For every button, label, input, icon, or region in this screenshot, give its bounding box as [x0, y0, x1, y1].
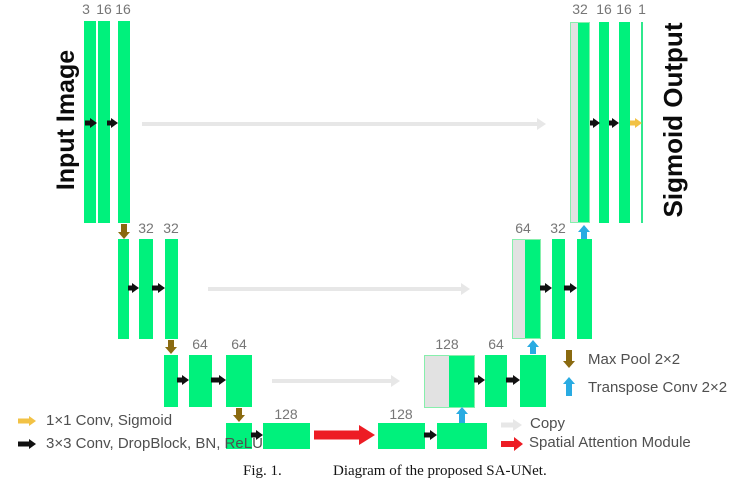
channel-count-label: 32	[163, 220, 179, 236]
legend-label: 3×3 Conv, DropBlock, BN, ReLU	[46, 435, 263, 452]
spatial-attention-arrow-icon	[314, 425, 375, 445]
input-image-label: Input Image	[51, 49, 80, 191]
conv-arrow-icon	[474, 374, 485, 386]
feature-map-bar	[599, 22, 609, 223]
feature-map-bar	[139, 239, 153, 339]
transpose-conv-arrow-icon	[456, 407, 468, 423]
transpose-conv-arrow-icon	[527, 340, 539, 354]
sigmoid-output-label: Sigmoid Output	[657, 22, 688, 218]
copied-feature-part	[425, 356, 449, 407]
legend-sigmoid-conv-arrow-icon	[18, 415, 36, 427]
sigmoid-conv-arrow-icon	[630, 117, 642, 129]
maxpool-arrow-icon	[118, 224, 130, 239]
copy-arrow-icon	[272, 375, 400, 387]
conv-arrow-icon	[564, 282, 577, 294]
channel-count-label: 32	[550, 220, 566, 236]
feature-map-bar	[226, 355, 252, 407]
legend-copy-arrow-icon	[501, 418, 522, 431]
legend-label: Copy	[530, 415, 566, 432]
legend-label: Transpose Conv 2×2	[588, 379, 728, 396]
legend-label: 1×1 Conv, Sigmoid	[46, 412, 173, 429]
feature-map-bar	[485, 355, 507, 407]
conv-arrow-icon	[85, 117, 97, 129]
channel-count-label: 16	[115, 1, 131, 17]
channel-count-label: 32	[572, 1, 588, 17]
feature-map-bar	[619, 22, 630, 223]
conv-arrow-icon	[424, 429, 437, 441]
conv-arrow-icon	[590, 117, 600, 129]
legend-spatial-attention-arrow-icon	[501, 437, 523, 451]
channel-count-label: 16	[616, 1, 632, 17]
conv-arrow-icon	[211, 374, 226, 386]
figure-caption-number: Fig. 1.	[243, 463, 282, 479]
channel-count-label: 16	[96, 1, 112, 17]
feature-map-bar	[437, 423, 487, 449]
legend-label: Max Pool 2×2	[588, 351, 681, 368]
legend-maxpool-arrow-icon	[562, 350, 575, 368]
channel-count-label: 64	[488, 336, 504, 352]
maxpool-arrow-icon	[165, 340, 177, 354]
conv-arrow-icon	[128, 282, 139, 294]
conv-feature-part	[449, 356, 474, 407]
channel-count-label: 1	[638, 1, 646, 17]
conv-feature-part	[578, 23, 589, 222]
copied-feature-part	[513, 240, 525, 338]
concat-feature-map	[512, 239, 541, 339]
channel-count-label: 128	[389, 406, 413, 422]
figure-caption-text: Diagram of the proposed SA-UNet.	[333, 463, 547, 479]
legend-transpose-conv-arrow-icon	[562, 377, 575, 396]
feature-map-bar	[189, 355, 212, 407]
copied-feature-part	[571, 23, 578, 222]
output-map-line	[641, 22, 643, 223]
channel-count-label: 64	[192, 336, 208, 352]
transpose-conv-arrow-icon	[578, 225, 590, 239]
feature-map-bar	[577, 239, 592, 339]
channel-count-label: 128	[435, 336, 459, 352]
channel-count-label: 3	[82, 1, 90, 17]
legend-label: Spatial Attention Module	[529, 434, 691, 451]
channel-count-label: 32	[138, 220, 154, 236]
channel-count-label: 64	[515, 220, 531, 236]
feature-map-bar	[118, 21, 130, 223]
conv-feature-part	[525, 240, 540, 338]
feature-map-bar	[226, 423, 252, 449]
conv-arrow-icon	[177, 374, 189, 386]
channel-count-label: 128	[274, 406, 298, 422]
feature-map-bar	[164, 355, 178, 407]
conv-arrow-icon	[152, 282, 165, 294]
channel-count-label: 16	[596, 1, 612, 17]
channel-count-label: 64	[231, 336, 247, 352]
feature-map-bar	[98, 21, 110, 223]
conv-arrow-icon	[107, 117, 118, 129]
copy-arrow-icon	[208, 283, 470, 295]
concat-feature-map	[424, 355, 475, 408]
feature-map-bar	[118, 239, 129, 339]
maxpool-arrow-icon	[233, 408, 245, 422]
feature-map-bar	[520, 355, 546, 407]
conv-arrow-icon	[609, 117, 619, 129]
conv-arrow-icon	[506, 374, 520, 386]
feature-map-bar	[263, 423, 310, 449]
feature-map-bar	[378, 423, 425, 449]
feature-map-bar	[552, 239, 565, 339]
feature-map-bar	[165, 239, 178, 339]
legend-conv-arrow-icon	[18, 438, 36, 450]
copy-arrow-icon	[142, 118, 546, 130]
conv-arrow-icon	[540, 282, 552, 294]
concat-feature-map	[570, 22, 590, 223]
